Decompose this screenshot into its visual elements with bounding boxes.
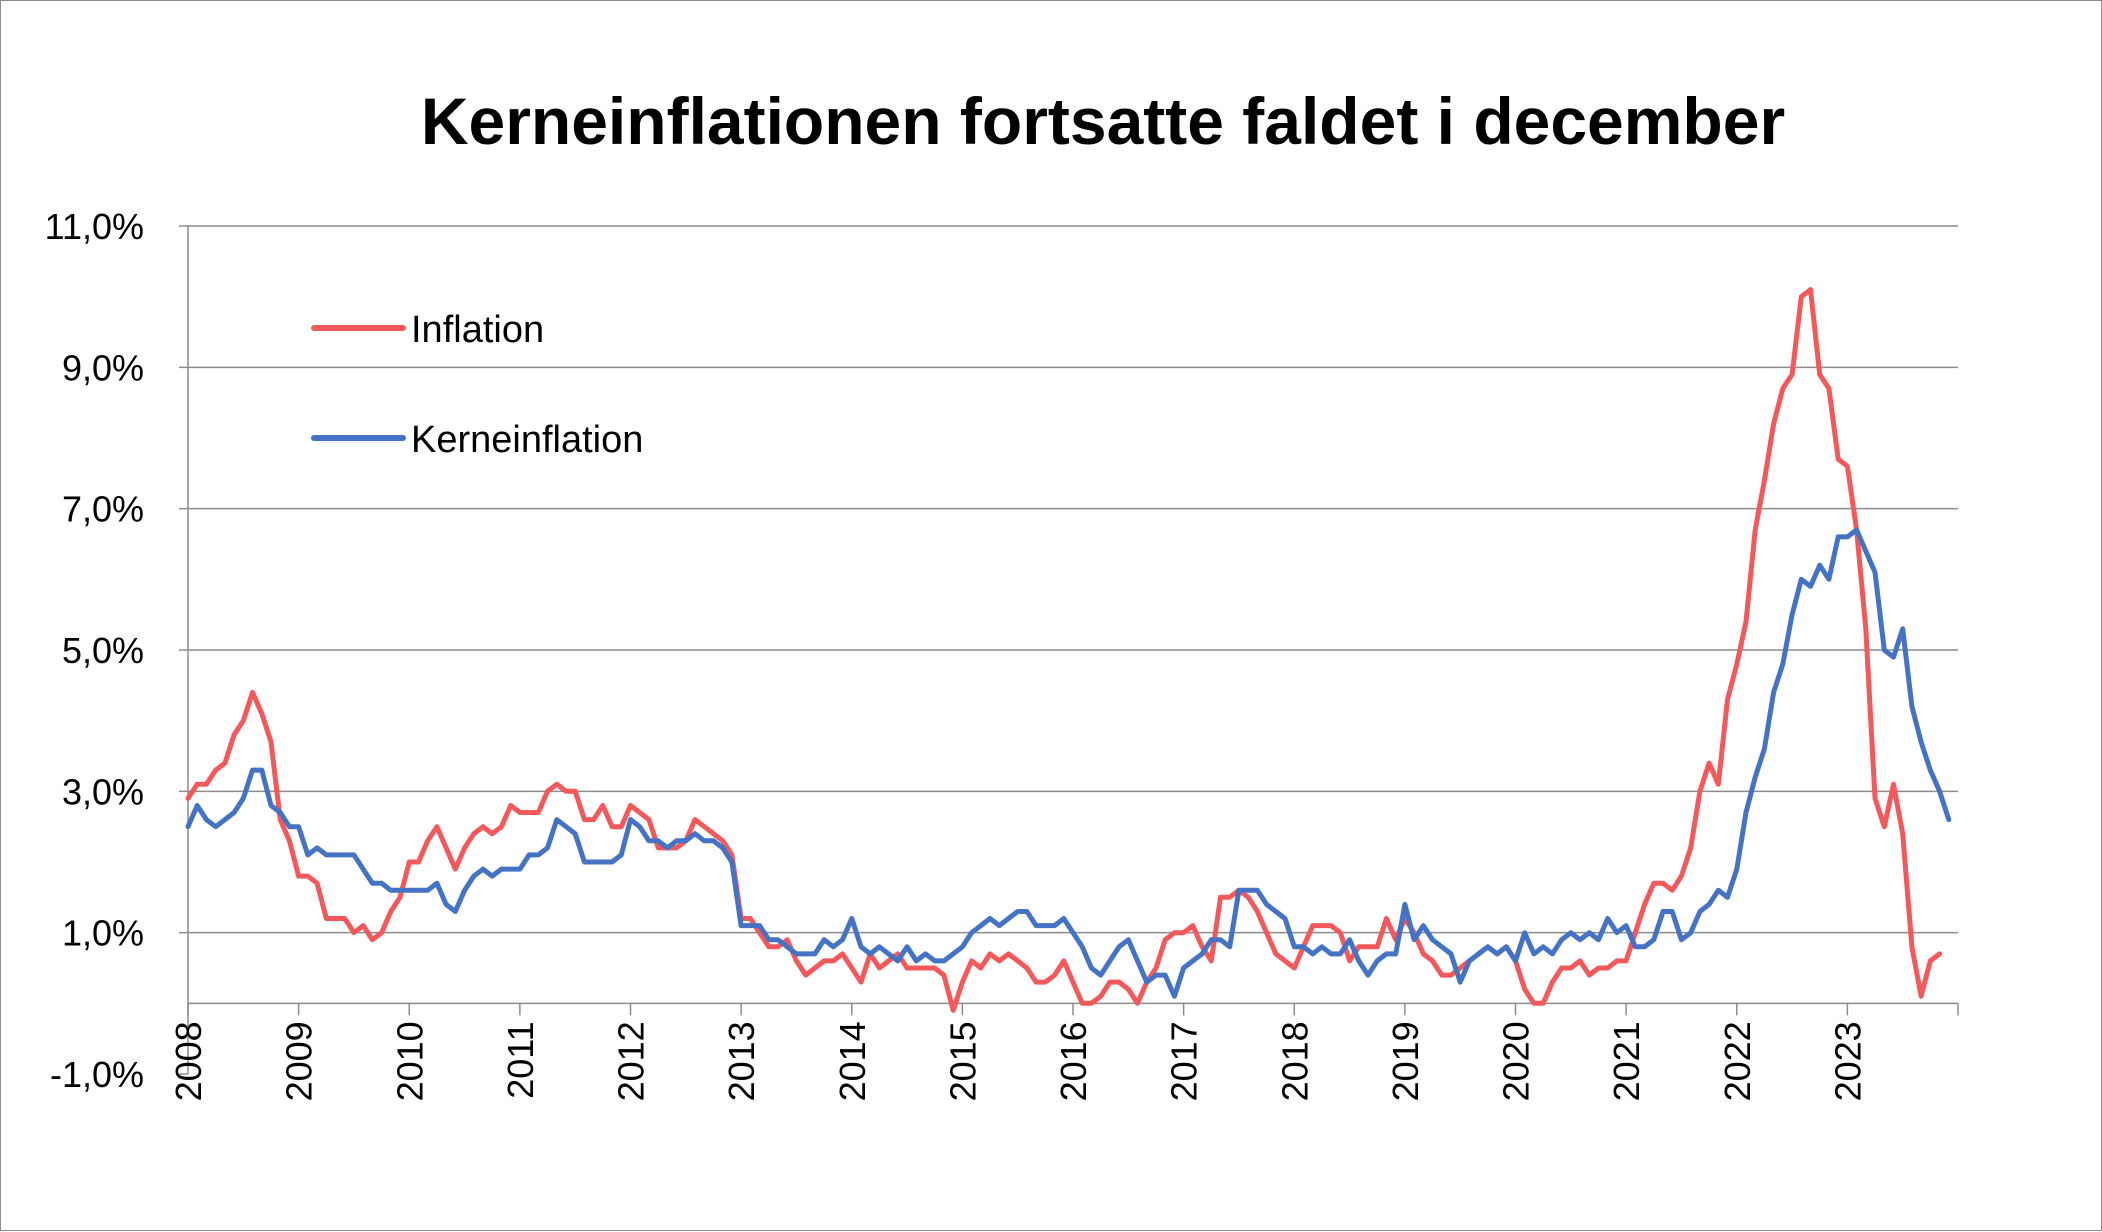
gridlines (188, 225, 1958, 934)
x-tick-label: 2022 (1717, 1021, 1758, 1101)
legend-label-inflation: Inflation (411, 309, 544, 351)
x-tick-label: 2023 (1827, 1021, 1868, 1101)
legend: Inflation Kerneinflation (311, 309, 643, 461)
y-tick-label: 11,0% (45, 206, 144, 247)
y-tick-label: 3,0% (62, 771, 144, 812)
legend-label-kerneinflation: Kerneinflation (411, 419, 643, 461)
x-tick-label: 2015 (942, 1021, 983, 1101)
x-tick-label: 2011 (500, 1021, 541, 1098)
x-tick-label: 2016 (1053, 1021, 1094, 1101)
x-tick-label: 2020 (1496, 1021, 1537, 1101)
y-tick-label: 5,0% (62, 630, 144, 671)
series-lines (185, 287, 1952, 1013)
x-tick-label: 2021 (1606, 1021, 1647, 1101)
x-tick-label: 2009 (279, 1021, 320, 1101)
x-tick-label: 2012 (611, 1021, 652, 1101)
x-tick-label: 2018 (1274, 1021, 1315, 1101)
x-tick-label: 2013 (721, 1021, 762, 1101)
axes: -1,0% 1,0% 3,0% 5,0% 7,0% 9,0% 11,0% 2008 2009 20… (45, 206, 1959, 1101)
x-tick-label: 2014 (832, 1021, 873, 1101)
x-tick-label: 2017 (1164, 1021, 1205, 1101)
y-tick-label: 9,0% (62, 347, 144, 388)
series-line-inflation (185, 287, 1943, 1013)
x-tick-label: 2008 (168, 1021, 209, 1101)
x-tick-label: 2019 (1385, 1021, 1426, 1101)
x-tick-label: 2010 (389, 1021, 430, 1101)
y-tick-label: -1,0% (50, 1054, 144, 1095)
chart-title: Kerneinflationen fortsatte faldet i dece… (421, 84, 1785, 158)
y-tick-label: 7,0% (62, 489, 144, 530)
series-line-kerneinflation (185, 527, 1952, 999)
y-tick-label: 1,0% (62, 913, 144, 954)
